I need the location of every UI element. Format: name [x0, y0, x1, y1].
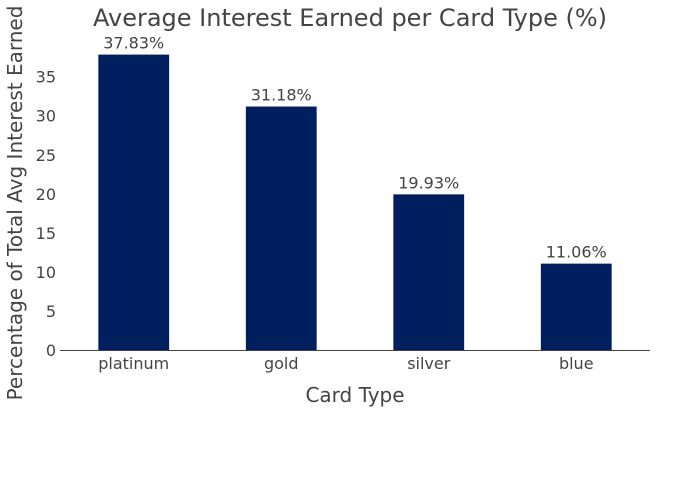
- x-tick-label-platinum: platinum: [98, 354, 169, 373]
- x-axis: platinum gold silver blue: [98, 354, 593, 373]
- data-label-silver: 19.93%: [398, 173, 459, 192]
- y-tick-label-35: 35: [36, 68, 56, 87]
- y-axis-title: Percentage of Total Avg Interest Earned: [3, 6, 27, 401]
- y-tick-label-20: 20: [36, 185, 56, 204]
- chart-title: Average Interest Earned per Card Type (%…: [93, 4, 607, 32]
- bar-platinum: [98, 54, 170, 350]
- x-tick-label-gold: gold: [264, 354, 299, 373]
- data-label-platinum: 37.83%: [103, 34, 164, 53]
- y-tick-label-25: 25: [36, 146, 56, 165]
- plot-area: 37.83% 31.18% 19.93% 11.06%: [98, 34, 612, 351]
- bar-gold: [245, 106, 317, 351]
- x-axis-title: Card Type: [305, 383, 404, 407]
- y-tick-label-0: 0: [46, 341, 56, 360]
- bar-silver: [393, 194, 465, 350]
- y-tick-label-10: 10: [36, 263, 56, 282]
- bar-blue: [540, 263, 612, 350]
- data-label-blue: 11.06%: [546, 243, 607, 262]
- y-tick-label-5: 5: [46, 302, 56, 321]
- y-tick-label-30: 30: [36, 107, 56, 126]
- x-tick-label-silver: silver: [407, 354, 451, 373]
- y-axis: 0 5 10 15 20 25 30 35: [36, 68, 56, 360]
- x-tick-label-blue: blue: [559, 354, 594, 373]
- y-tick-label-15: 15: [36, 224, 56, 243]
- data-label-gold: 31.18%: [251, 86, 312, 105]
